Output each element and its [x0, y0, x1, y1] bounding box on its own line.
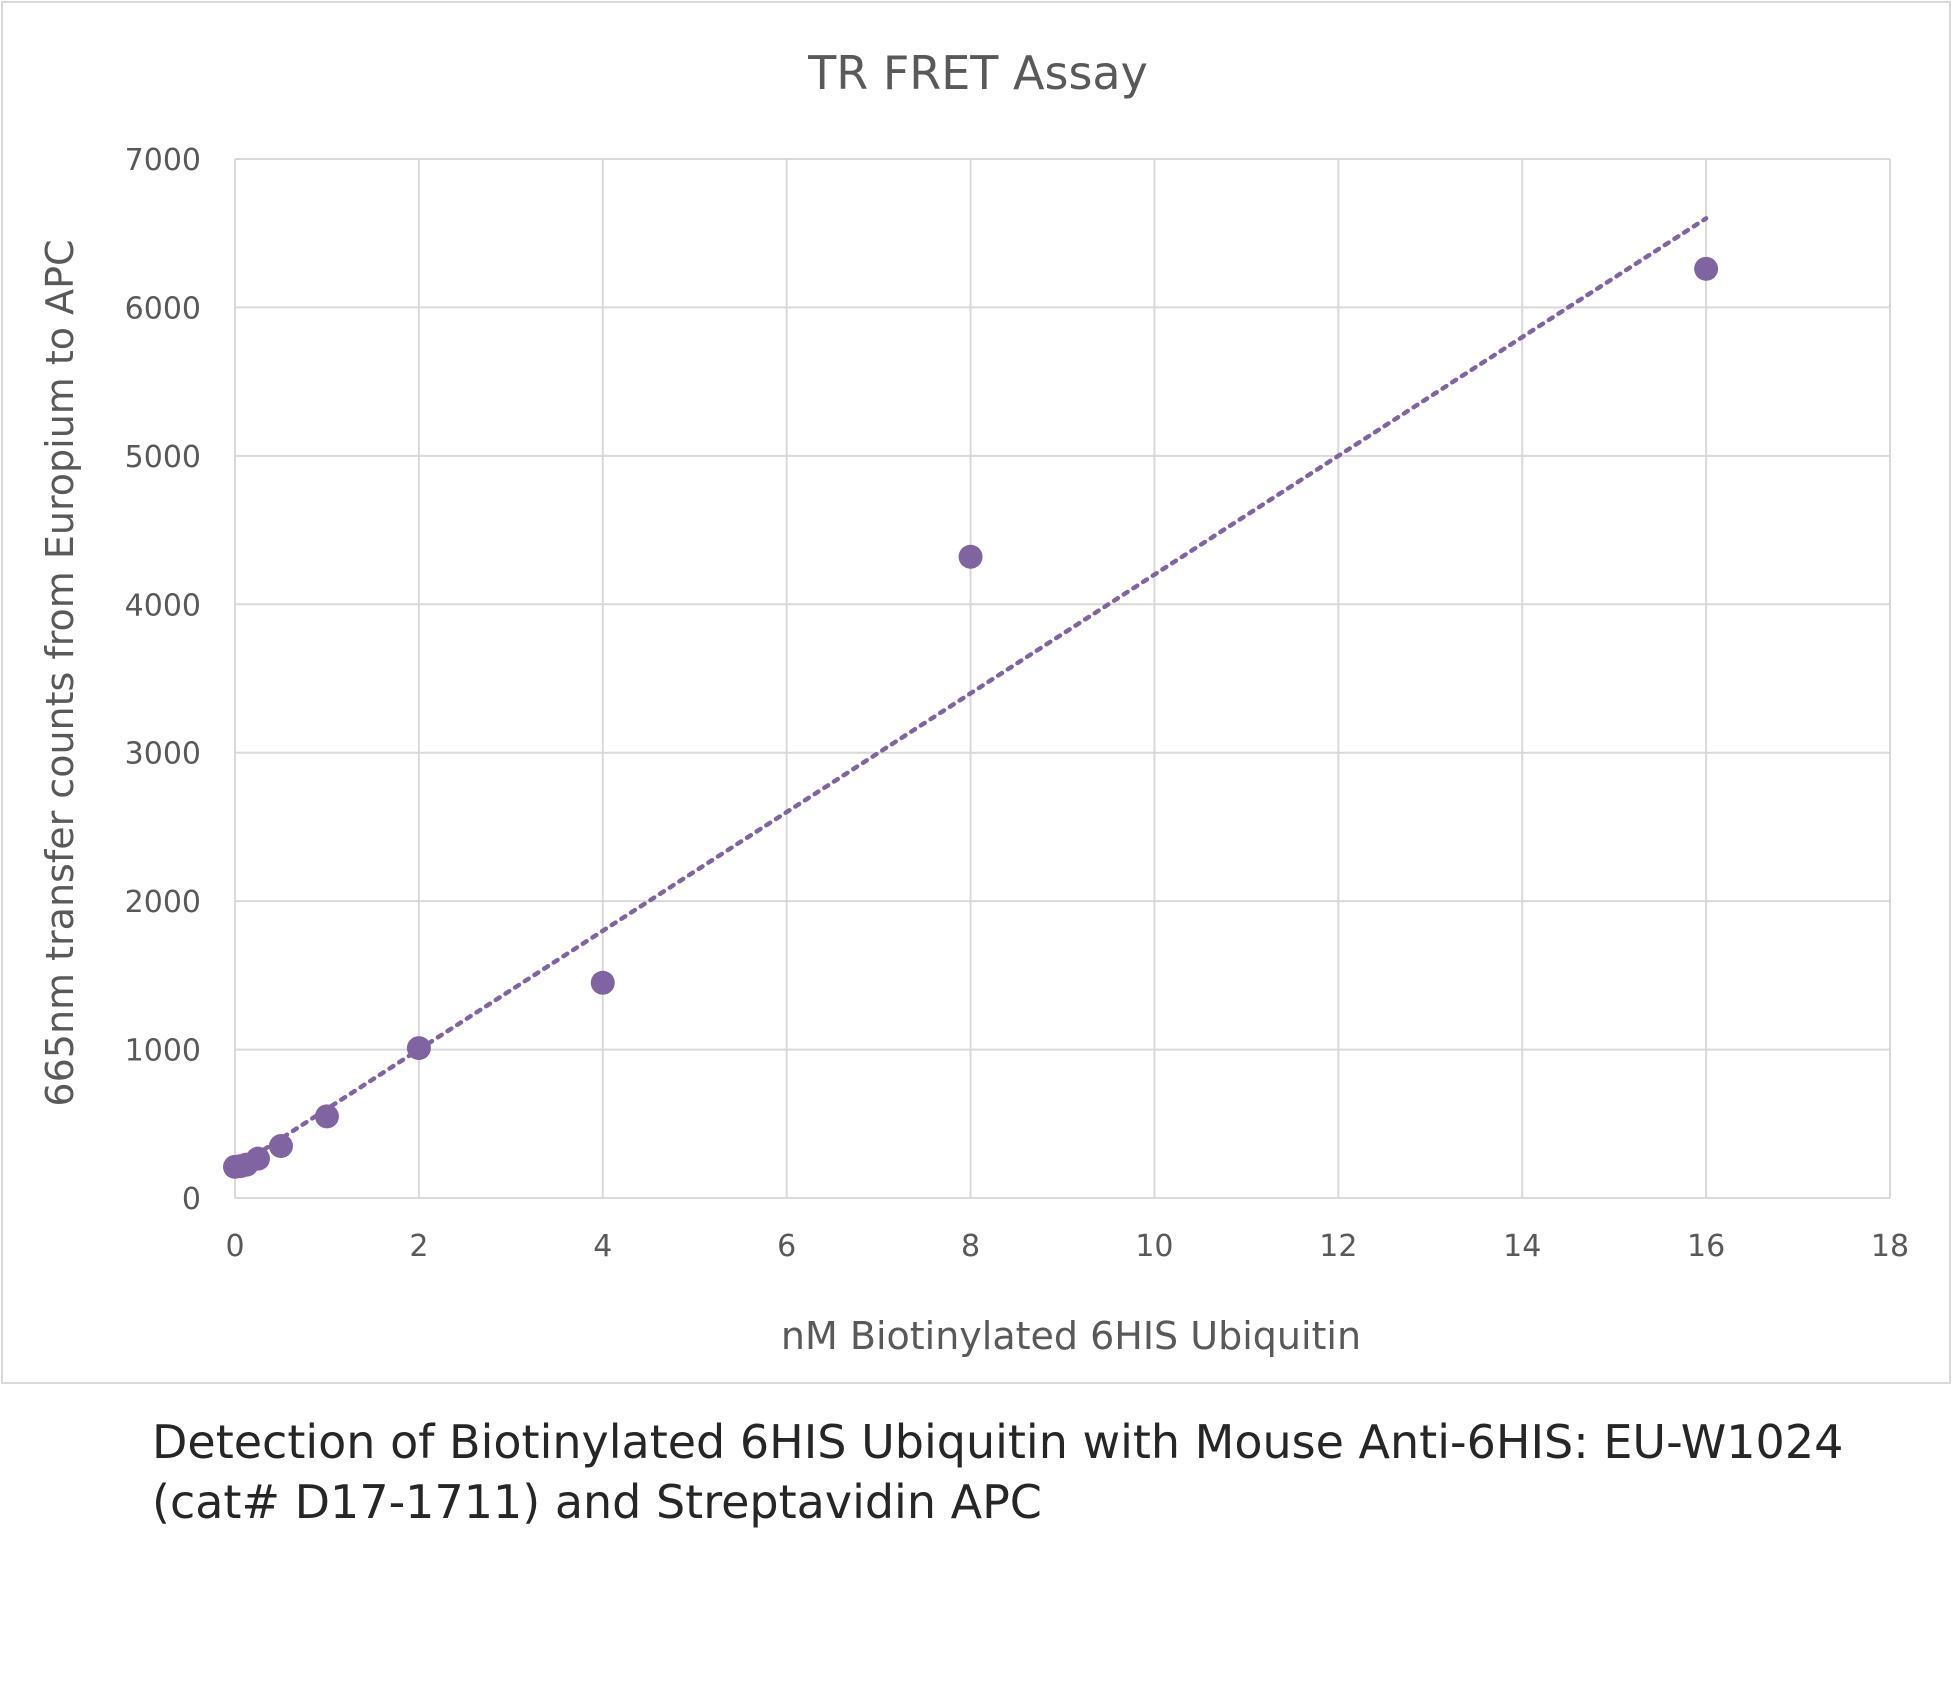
- y-tick-label: 3000: [125, 737, 201, 772]
- y-tick-label: 0: [182, 1182, 201, 1217]
- x-tick-label: 0: [225, 1229, 244, 1264]
- y-tick-label: 4000: [125, 588, 201, 623]
- x-tick-label: 12: [1319, 1229, 1357, 1264]
- y-tick-label: 1000: [125, 1034, 201, 1069]
- gridlines: [234, 158, 1891, 1199]
- x-tick-labels: 0 2 4 6 8 10 12 14 16 18: [225, 1229, 1909, 1264]
- scatter-chart: TR FRET Assay 0 1000 2000 3000 4000 5000 6000 7…: [38, 46, 1909, 1358]
- x-tick-label: 16: [1687, 1229, 1725, 1264]
- data-points: [223, 256, 1719, 1179]
- x-tick-label: 4: [593, 1229, 612, 1264]
- trendline-path: [232, 216, 1709, 1171]
- x-tick-label: 8: [961, 1229, 980, 1264]
- x-tick-label: 2: [409, 1229, 428, 1264]
- data-point: [245, 1146, 270, 1171]
- y-tick-labels: 0 1000 2000 3000 4000 5000 6000 7000: [125, 143, 201, 1217]
- x-tick-label: 10: [1135, 1229, 1173, 1264]
- caption-line-1: Detection of Biotinylated 6HIS Ubiquitin…: [152, 1415, 1844, 1469]
- x-tick-label: 6: [777, 1229, 796, 1264]
- data-point: [268, 1134, 293, 1159]
- y-axis-label: 665nm transfer counts from Europium to A…: [38, 239, 82, 1106]
- x-axis-label: nM Biotinylated 6HIS Ubiquitin: [781, 1314, 1361, 1358]
- y-tick-label: 7000: [125, 143, 201, 178]
- trendline: [232, 216, 1709, 1171]
- y-tick-label: 5000: [125, 440, 201, 475]
- x-tick-label: 18: [1871, 1229, 1909, 1264]
- figure-caption: Detection of Biotinylated 6HIS Ubiquitin…: [152, 1412, 1912, 1532]
- caption-line-2: (cat# D17-1711) and Streptavidin APC: [152, 1475, 1042, 1529]
- data-point: [958, 544, 983, 569]
- x-tick-label: 14: [1503, 1229, 1541, 1264]
- data-point: [406, 1036, 431, 1061]
- data-point: [1694, 256, 1719, 281]
- y-tick-label: 2000: [125, 885, 201, 920]
- chart-frame: TR FRET Assay 0 1000 2000 3000 4000 5000 6000 7…: [1, 1, 1951, 1384]
- data-point: [314, 1104, 339, 1129]
- data-point: [590, 970, 615, 995]
- chart-title: TR FRET Assay: [807, 46, 1148, 100]
- y-tick-label: 6000: [125, 291, 201, 326]
